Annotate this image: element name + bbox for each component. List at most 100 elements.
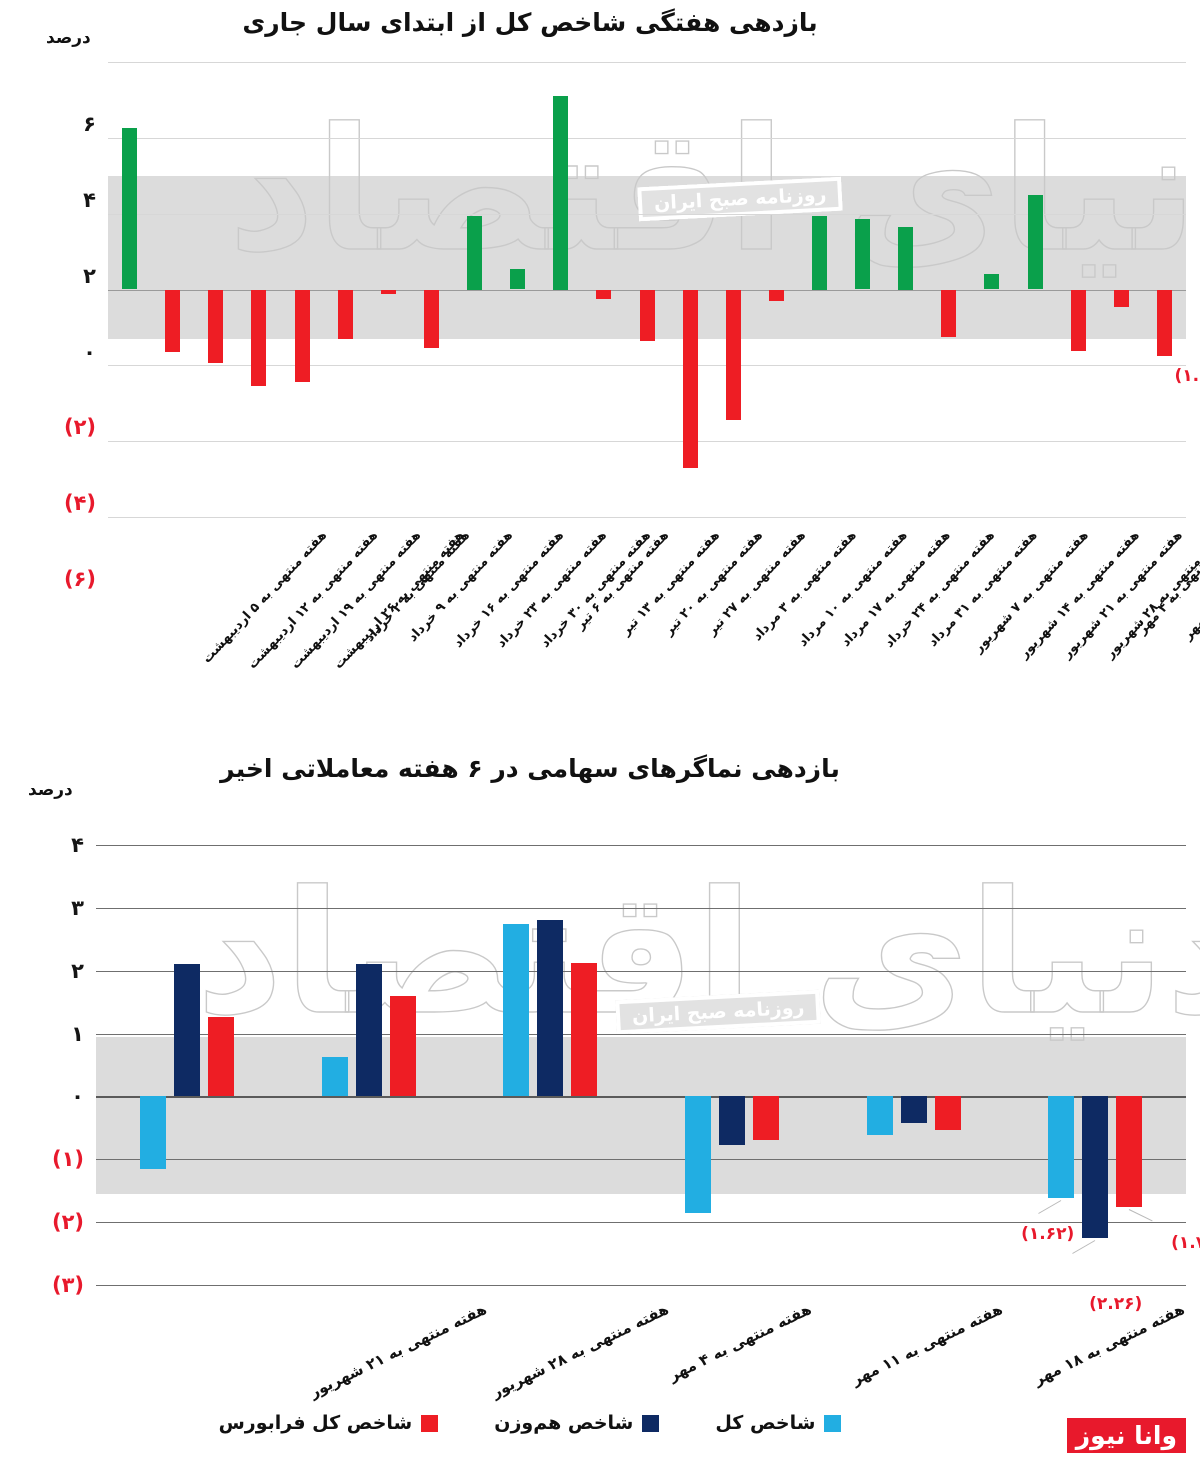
gridline (108, 517, 1186, 518)
legend-label: شاخص کل (715, 1412, 816, 1434)
bar (811, 215, 827, 290)
bar (596, 289, 612, 299)
bar (571, 963, 598, 1097)
chart2-highlight-band (96, 1036, 1186, 1194)
bar (941, 289, 957, 337)
bar (639, 289, 655, 341)
zero-line (96, 1096, 1186, 1098)
gridline (108, 137, 1186, 139)
gridline (108, 213, 1186, 215)
bar (1070, 289, 1086, 351)
bar (1027, 194, 1043, 290)
bar (173, 964, 200, 1097)
chart1-title: بازدهی هفتگی شاخص کل از ابتدای سال جاری (242, 8, 818, 37)
y-axis-tick: ۶ (83, 112, 96, 136)
bar (900, 1096, 927, 1123)
gridline (96, 1285, 1186, 1286)
y-axis-tick: ۴ (83, 187, 96, 212)
bar (725, 289, 741, 421)
chart1-y-axis: ۶ ۴ ۲ ۰ (۲) (۴) (۶) (0, 62, 96, 591)
bar (294, 289, 310, 383)
bar (503, 923, 530, 1097)
bar (1156, 289, 1172, 357)
gridline (96, 907, 1186, 909)
chart1-unit-label: درصد (46, 28, 91, 48)
bar (165, 289, 181, 353)
gridline (96, 1159, 1186, 1161)
bar (208, 289, 224, 364)
y-axis-tick: (۳) (51, 1273, 84, 1297)
chart2-y-axis: ۴ ۳ ۲ ۱ ۰ (۱) (۲) (۳) (0, 833, 84, 1297)
watermark-tag-2: روزنامه صبح ایران (615, 989, 822, 1035)
y-axis-tick: (۶) (63, 567, 96, 591)
bar (682, 289, 698, 468)
y-axis-tick: (۱) (51, 1147, 84, 1172)
bar (752, 1096, 779, 1141)
weekly-total-index-panel: بازدهی هفتگی شاخص کل از ابتدای سال جاری … (0, 8, 1200, 672)
x-axis-label: هفته منتهی به ۳ مرداد (750, 528, 860, 645)
chart2-plot-area: دنیای اقتصاد روزنامه صبح ایران (96, 845, 1200, 1286)
y-axis-tick: ۲ (83, 263, 96, 288)
bar (355, 964, 382, 1097)
gridline (108, 62, 1186, 63)
watermark-brand-2: دنیای اقتصاد (195, 854, 1200, 1053)
bar (1048, 1096, 1075, 1199)
bar (251, 289, 267, 387)
legend-swatch-icon (642, 1414, 660, 1432)
gridline (96, 1222, 1186, 1224)
bar (389, 995, 416, 1097)
y-axis-tick: ۱ (71, 1021, 84, 1046)
chart2-title: بازدهی نماگرهای سهامی در ۶ هفته معاملاتی… (220, 754, 840, 783)
legend-label: شاخص کل فرابورس (218, 1412, 413, 1434)
bar (1116, 1096, 1143, 1208)
bar (122, 128, 138, 290)
bar (984, 274, 1000, 290)
legend-label: شاخص هم‌وزن (494, 1412, 634, 1434)
y-axis-tick: (۲) (51, 1210, 84, 1235)
gridline (96, 970, 1186, 972)
value-annotation: (۱.۷۶) (1171, 1233, 1200, 1254)
value-annotation: (۱.۶۲) (1174, 366, 1200, 387)
bar (337, 289, 353, 339)
bar (510, 268, 526, 290)
chart2-unit-label: درصد (28, 780, 73, 800)
legend-item[interactable]: شاخص کل (715, 1412, 842, 1434)
bar (768, 289, 784, 301)
bar (423, 289, 439, 349)
legend-swatch-icon (824, 1414, 842, 1432)
legend-item[interactable]: شاخص هم‌وزن (494, 1412, 660, 1434)
bar (934, 1096, 961, 1130)
legend-item[interactable]: شاخص کل فرابورس (219, 1412, 439, 1434)
chart1-plot-area: دنیای اقتصاد روزنامه صبح ایران (108, 62, 1200, 518)
bar (380, 289, 396, 295)
value-annotation: (۲.۲۶) (1089, 1294, 1143, 1315)
y-axis-tick: ۲ (71, 958, 84, 983)
legend-swatch-icon (421, 1414, 439, 1432)
bar (1082, 1096, 1109, 1239)
value-annotation: (۱.۶۲) (1021, 1224, 1075, 1245)
publisher-logo: وانا نیوز (1066, 1418, 1186, 1453)
bar (467, 215, 483, 290)
bar (207, 1016, 234, 1097)
bar (1113, 289, 1129, 307)
y-axis-tick: ۴ (71, 833, 84, 857)
gridline (108, 365, 1186, 367)
bar (139, 1096, 166, 1169)
y-axis-tick: (۲) (63, 415, 96, 440)
y-axis-tick: ۳ (71, 895, 84, 920)
y-axis-tick: ۰ (71, 1084, 84, 1109)
gridline (96, 1033, 1186, 1035)
y-axis-tick: ۰ (83, 339, 96, 364)
bar (537, 920, 564, 1097)
bar (553, 96, 569, 290)
bar (684, 1096, 711, 1213)
bar (321, 1056, 348, 1097)
chart2-legend: شاخص کل شاخص هم‌وزن شاخص کل فرابورس (0, 1412, 1060, 1434)
bar (866, 1096, 893, 1136)
six-week-indices-panel: بازدهی نماگرهای سهامی در ۶ هفته معاملاتی… (0, 740, 1200, 1480)
bar (718, 1096, 745, 1146)
bar (855, 219, 871, 290)
bar (898, 226, 914, 290)
gridline (96, 845, 1186, 846)
y-axis-tick: (۴) (63, 491, 96, 516)
